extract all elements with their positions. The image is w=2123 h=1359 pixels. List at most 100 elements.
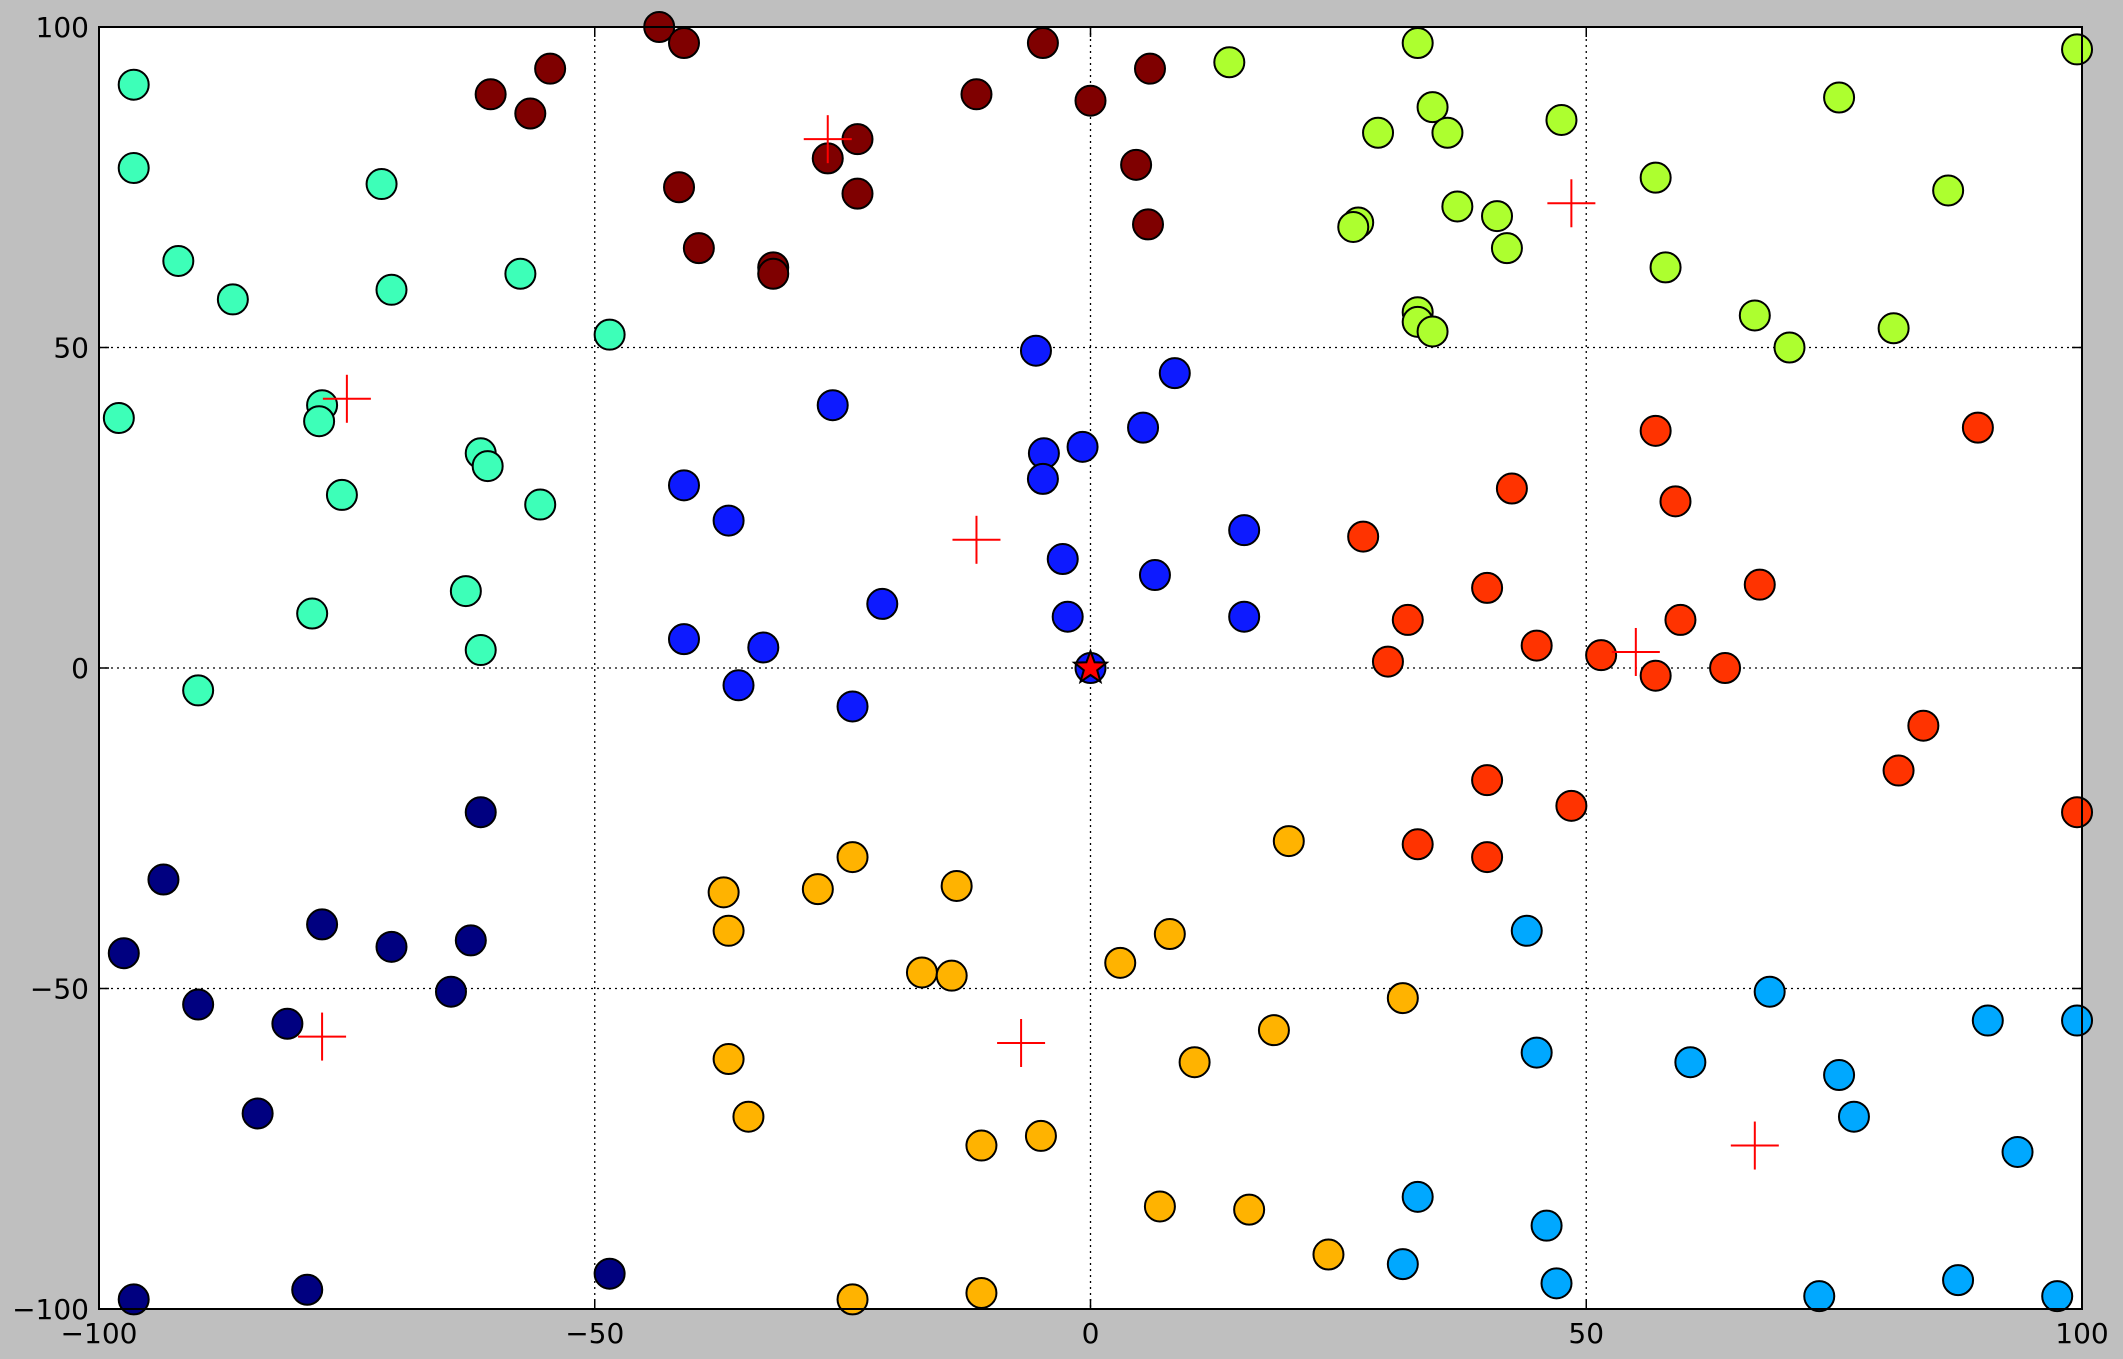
- scatter-point: [1233, 1193, 1266, 1226]
- x-tick-label: 0: [1082, 1317, 1100, 1350]
- scatter-point: [722, 669, 755, 702]
- y-tick-label: 100: [36, 11, 89, 44]
- scatter-point: [836, 841, 869, 874]
- scatter-point: [1481, 200, 1514, 233]
- scatter-point: [1228, 600, 1261, 633]
- scatter-point: [117, 1283, 150, 1316]
- scatter-point: [1257, 1014, 1290, 1047]
- scatter-point: [107, 937, 140, 970]
- scatter-point: [1066, 430, 1099, 463]
- origin-star-marker: [1071, 648, 1110, 685]
- scatter-point: [663, 171, 696, 204]
- scatter-point: [1520, 629, 1553, 662]
- scatter-point: [514, 97, 547, 130]
- scatter-point: [707, 876, 740, 909]
- scatter-point: [836, 1283, 869, 1316]
- centroid-plus-marker: [997, 1018, 1046, 1067]
- scatter-point: [2061, 33, 2094, 66]
- scatter-point: [1386, 982, 1419, 1015]
- scatter-point: [1738, 299, 1771, 332]
- centroid-plus-marker: [322, 374, 371, 423]
- scatter-point: [162, 244, 195, 277]
- scatter-point: [1471, 841, 1504, 874]
- x-tick-label: −100: [61, 1317, 138, 1350]
- scatter-point: [1971, 1004, 2004, 1037]
- scatter-point: [1441, 190, 1474, 223]
- scatter-point: [365, 168, 398, 201]
- scatter-point: [1127, 411, 1160, 444]
- scatter-point: [216, 283, 249, 316]
- scatter-point: [375, 273, 408, 306]
- scatter-point: [1178, 1046, 1211, 1079]
- scatter-point: [102, 402, 135, 435]
- scatter-point: [241, 1097, 274, 1130]
- scatter-point: [464, 796, 497, 829]
- scatter-point: [747, 631, 780, 664]
- scatter-point: [816, 389, 849, 422]
- scatter-point: [1362, 116, 1395, 149]
- scatter-point: [1882, 754, 1915, 787]
- scatter-point: [1639, 414, 1672, 447]
- scatter-point: [1431, 116, 1464, 149]
- scatter-point: [1837, 1100, 1870, 1133]
- scatter-point: [935, 959, 968, 992]
- scatter-point: [1371, 645, 1404, 678]
- scatter-point: [474, 78, 507, 111]
- scatter-point: [296, 597, 329, 630]
- scatter-point: [471, 450, 504, 483]
- scatter-point: [1555, 789, 1588, 822]
- scatter-point: [1272, 825, 1305, 858]
- scatter-point: [1133, 52, 1166, 85]
- y-tick-label: −50: [30, 973, 89, 1006]
- scatter-point: [712, 1043, 745, 1076]
- scatter-point: [117, 68, 150, 101]
- scatter-point: [1877, 312, 1910, 345]
- scatter-point: [1803, 1280, 1836, 1313]
- scatter-point: [454, 924, 487, 957]
- scatter-point: [1138, 559, 1171, 592]
- scatter-point: [1639, 161, 1672, 194]
- scatter-point: [303, 405, 336, 438]
- scatter-point: [1401, 1180, 1434, 1213]
- scatter-point: [1228, 514, 1261, 547]
- scatter-point: [2001, 1135, 2034, 1168]
- centroid-plus-marker: [298, 1012, 347, 1061]
- scatter-point: [524, 488, 557, 521]
- scatter-point: [905, 956, 938, 989]
- scatter-point: [1213, 46, 1246, 79]
- scatter-point: [1471, 571, 1504, 604]
- scatter-point: [1753, 975, 1786, 1008]
- scatter-point: [1664, 603, 1697, 636]
- scatter-point: [147, 863, 180, 896]
- centroid-plus-marker: [1547, 179, 1596, 228]
- scatter-point: [1401, 828, 1434, 861]
- scatter-point: [1143, 1190, 1176, 1223]
- scatter-point: [965, 1129, 998, 1162]
- scatter-point: [1074, 84, 1107, 117]
- y-tick-label: 0: [71, 652, 89, 685]
- scatter-point: [1051, 600, 1084, 633]
- scatter-point: [1674, 1046, 1707, 1079]
- x-tick-label: 50: [1568, 1317, 1604, 1350]
- star-marker: [1071, 648, 1110, 685]
- x-tick-label: 100: [2055, 1317, 2108, 1350]
- scatter-point: [325, 478, 358, 511]
- scatter-point: [1024, 1119, 1057, 1152]
- scatter-point: [1743, 568, 1776, 601]
- scatter-point: [682, 232, 715, 265]
- scatter-point: [291, 1273, 324, 1306]
- scatter-point: [1490, 232, 1523, 265]
- x-tick-labels: −100 −50 0 50 100: [61, 1317, 2109, 1350]
- scatter-point: [1046, 543, 1079, 576]
- scatter-point: [375, 930, 408, 963]
- scatter-point: [1823, 1059, 1856, 1092]
- scatter-point: [1104, 946, 1137, 979]
- scatter-point: [1907, 709, 1940, 742]
- scatter-point: [593, 318, 626, 351]
- scatter-point: [464, 634, 497, 667]
- scatter-point: [866, 587, 899, 620]
- centroid-markers: [298, 115, 1779, 1170]
- scatter-point: [1153, 918, 1186, 951]
- scatter-point: [1471, 764, 1504, 797]
- scatter-point: [1019, 334, 1052, 367]
